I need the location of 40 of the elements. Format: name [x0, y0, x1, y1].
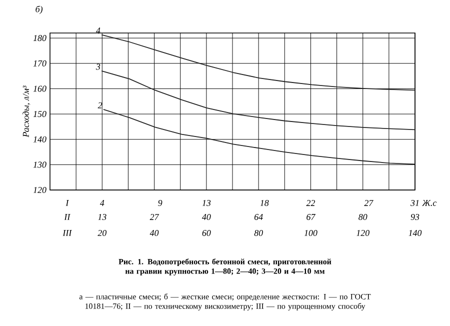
line-series	[103, 109, 416, 165]
text: II	[64, 214, 70, 220]
x2-tick-label: 13	[202, 200, 211, 206]
x2-tick-label: 18	[260, 200, 269, 206]
text: 13	[98, 214, 106, 220]
x2-tick-label: 9	[158, 200, 162, 206]
x-tick-label: 140	[408, 230, 422, 236]
text: 67	[306, 214, 316, 220]
chart-title: б)	[36, 6, 43, 14]
series-label: 3	[96, 64, 100, 70]
x-tick-label: 80	[254, 230, 263, 236]
line-series	[101, 34, 416, 91]
x-tick-label: 20	[98, 230, 107, 236]
series-label: 4	[96, 28, 100, 34]
text: 40	[202, 214, 211, 220]
text: 80	[358, 214, 368, 220]
x2-tick-label: 22	[306, 200, 315, 206]
x2-axis-title: I	[66, 200, 70, 206]
x2-tick-label: 31	[410, 200, 419, 206]
y-tick-label: 120	[33, 186, 46, 194]
text: Ж.с	[422, 200, 437, 206]
x2-tick-label: 27	[364, 200, 374, 206]
x-tick-label: 120	[356, 230, 370, 236]
text: 93	[410, 214, 420, 220]
x-axis-title: III	[62, 230, 72, 236]
x-tick-label: 100	[304, 230, 318, 236]
text: 64	[254, 214, 263, 220]
x-tick-label: 40	[150, 230, 159, 236]
line-series	[101, 70, 416, 130]
x2-tick-label: 4	[100, 200, 104, 206]
y-tick-label: 130	[33, 162, 46, 168]
y-tick-label: 180	[33, 35, 46, 42]
y-tick-label: 160	[33, 86, 46, 92]
y-axis-title: Расходы, л/м³	[22, 86, 30, 138]
y-tick-label: 140	[33, 136, 46, 142]
y-tick-label: 170	[33, 60, 46, 66]
y-tick-label: 150	[33, 111, 46, 118]
series-label: 2	[98, 102, 102, 108]
text: 27	[150, 214, 160, 220]
x-tick-label: 60	[202, 230, 211, 236]
